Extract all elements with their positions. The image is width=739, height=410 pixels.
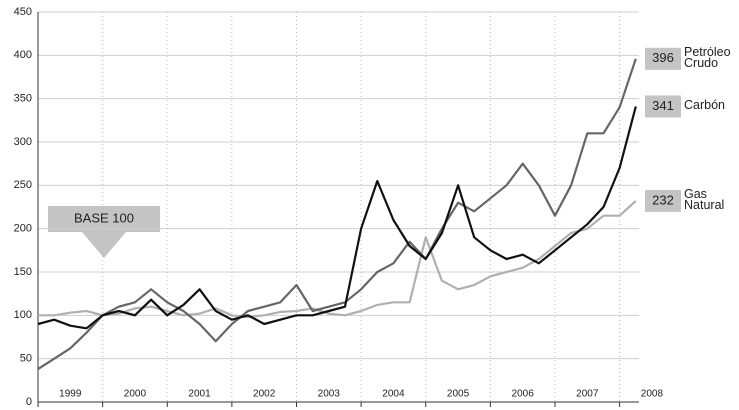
annotation-box [48,206,160,232]
series-line [37,58,637,371]
legend-label: Petróleo Crudo [684,46,731,70]
y-tick-label: 150 [14,266,32,278]
y-tick-label: 50 [20,353,32,365]
annotation-arrow [82,232,126,258]
legend-label: Carbón [684,98,725,113]
y-tick-label: 200 [14,223,32,235]
x-tick-label: 2000 [124,389,147,400]
value-label-box [645,95,681,118]
y-tick-label: 300 [14,136,32,148]
x-tick-label: 2005 [447,389,470,400]
y-tick-label: 400 [14,49,32,61]
legend-label: Gas Natural [684,188,725,212]
x-tick-label: 2008 [641,389,664,400]
y-tick-label: 350 [14,93,32,105]
series-line [37,106,637,330]
y-tick-label: 250 [14,179,32,191]
annotation-text: BASE 100 [74,210,134,225]
x-tick-label: 2001 [188,389,211,400]
x-tick-label: 2003 [318,389,341,400]
x-tick-label: 2002 [253,389,276,400]
value-label: 232 [652,192,674,207]
value-label: 341 [652,98,674,113]
x-tick-label: 2004 [382,389,405,400]
plot: 0 50 100 150 200 250 300 350 400 450 1999 2000 2001 2… [14,6,731,408]
value-label: 396 [652,50,674,65]
y-tick-label: 450 [14,6,32,18]
value-label-box [645,47,681,70]
x-tick-label: 1999 [59,389,82,400]
x-tick-label: 2006 [512,389,535,400]
x-tick-label: 2007 [576,389,599,400]
value-label-box [645,189,681,212]
y-tick-label: 100 [14,309,32,321]
legend-entry: Petróleo Crudo [684,46,731,70]
legend-entry: Gas Natural [684,188,725,212]
base-annotation: BASE 100 [48,206,160,258]
legend-entry: Carbón [684,98,725,113]
y-tick-label: 0 [26,396,32,408]
series-line [38,200,637,319]
